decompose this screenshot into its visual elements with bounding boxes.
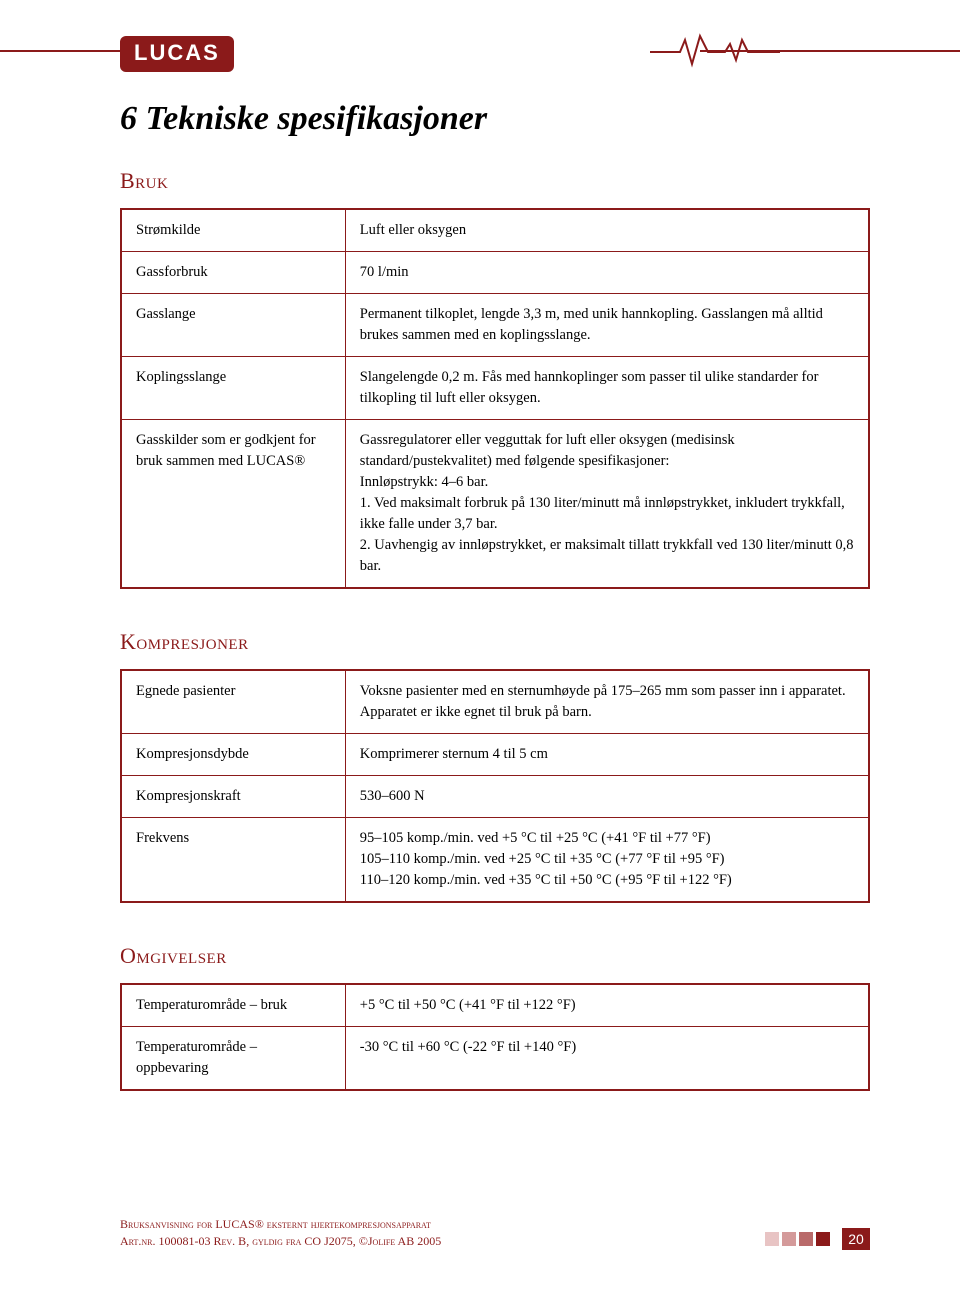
table-kompresjoner: Egnede pasienter Voksne pasienter med en… [120, 669, 870, 903]
table-row: Temperaturområde – oppbevaring -30 °C ti… [122, 1026, 868, 1089]
footer-text: Bruksanvisning for LUCAS® eksternt hjert… [120, 1216, 441, 1250]
table-row: Gassforbruk 70 l/min [122, 251, 868, 293]
header-rule-left [0, 50, 120, 52]
page-content: 6 Tekniske spesifikasjoner Bruk Strømkil… [120, 100, 870, 1131]
footer-squares [765, 1232, 830, 1246]
page-number: 20 [842, 1228, 870, 1250]
table-row: Frekvens 95–105 komp./min. ved +5 °C til… [122, 817, 868, 901]
spec-label: Frekvens [122, 817, 346, 901]
spec-value: Slangelengde 0,2 m. Fås med hannkoplinge… [346, 356, 868, 419]
table-row: Egnede pasienter Voksne pasienter med en… [122, 671, 868, 733]
footer-right: 20 [765, 1228, 870, 1250]
table-row: Strømkilde Luft eller oksygen [122, 210, 868, 251]
spec-value: 95–105 komp./min. ved +5 °C til +25 °C (… [346, 817, 868, 901]
spec-value: Permanent tilkoplet, lengde 3,3 m, med u… [346, 293, 868, 356]
spec-value: Komprimerer sternum 4 til 5 cm [346, 733, 868, 775]
spec-label: Gassforbruk [122, 251, 346, 293]
spec-value: +5 °C til +50 °C (+41 °F til +122 °F) [346, 985, 868, 1026]
table-row: Kompresjonsdybde Komprimerer sternum 4 t… [122, 733, 868, 775]
footer-square [782, 1232, 796, 1246]
spec-label: Temperaturområde – bruk [122, 985, 346, 1026]
page-title: 6 Tekniske spesifikasjoner [120, 100, 870, 138]
table-row: Gasskilder som er godkjent for bruk samm… [122, 419, 868, 587]
spec-label: Kompresjonskraft [122, 775, 346, 817]
spec-value: Luft eller oksygen [346, 210, 868, 251]
table-omgivelser: Temperaturområde – bruk +5 °C til +50 °C… [120, 983, 870, 1091]
table-row: Koplingsslange Slangelengde 0,2 m. Fås m… [122, 356, 868, 419]
footer-line2: Art.nr. 100081-03 Rev. B, gyldig fra CO … [120, 1233, 441, 1250]
spec-label: Temperaturområde – oppbevaring [122, 1026, 346, 1089]
section-heading-omgivelser: Omgivelser [120, 943, 870, 969]
table-row: Gasslange Permanent tilkoplet, lengde 3,… [122, 293, 868, 356]
footer-square [816, 1232, 830, 1246]
table-row: Kompresjonskraft 530–600 N [122, 775, 868, 817]
footer-square [765, 1232, 779, 1246]
spec-label: Koplingsslange [122, 356, 346, 419]
spec-label: Egnede pasienter [122, 671, 346, 733]
table-bruk: Strømkilde Luft eller oksygen Gassforbru… [120, 208, 870, 589]
spec-value: 70 l/min [346, 251, 868, 293]
section-heading-bruk: Bruk [120, 168, 870, 194]
table-row: Temperaturområde – bruk +5 °C til +50 °C… [122, 985, 868, 1026]
footer-line1: Bruksanvisning for LUCAS® eksternt hjert… [120, 1216, 441, 1233]
spec-label: Kompresjonsdybde [122, 733, 346, 775]
spec-label: Gasslange [122, 293, 346, 356]
spec-label: Strømkilde [122, 210, 346, 251]
brand-badge: LUCAS [120, 36, 234, 72]
spec-value: 530–600 N [346, 775, 868, 817]
spec-label: Gasskilder som er godkjent for bruk samm… [122, 419, 346, 587]
section-heading-kompresjoner: Kompresjoner [120, 629, 870, 655]
page-footer: Bruksanvisning for LUCAS® eksternt hjert… [120, 1216, 870, 1250]
header-rule-right [700, 50, 960, 52]
spec-value: Voksne pasienter med en sternumhøyde på … [346, 671, 868, 733]
spec-value: -30 °C til +60 °C (-22 °F til +140 °F) [346, 1026, 868, 1089]
footer-square [799, 1232, 813, 1246]
spec-value: Gassregulatorer eller vegguttak for luft… [346, 419, 868, 587]
